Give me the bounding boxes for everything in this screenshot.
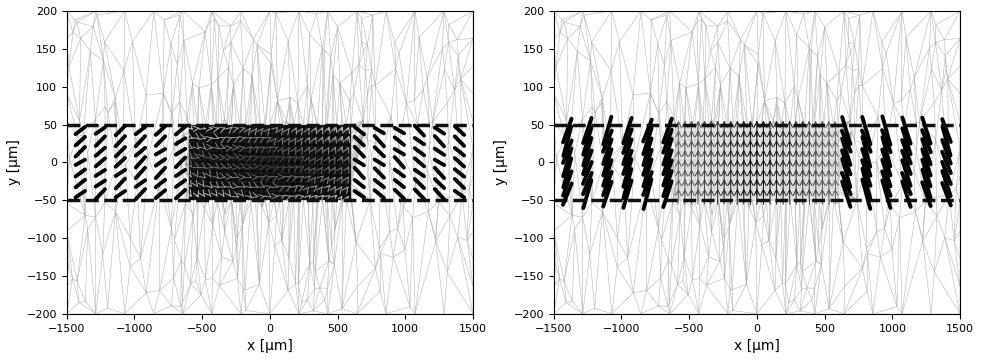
X-axis label: x [μm]: x [μm] bbox=[734, 339, 780, 353]
Y-axis label: y [μm]: y [μm] bbox=[7, 139, 21, 185]
FancyBboxPatch shape bbox=[188, 125, 351, 200]
X-axis label: x [μm]: x [μm] bbox=[247, 339, 292, 353]
FancyBboxPatch shape bbox=[676, 125, 838, 200]
Y-axis label: y [μm]: y [μm] bbox=[494, 139, 508, 185]
